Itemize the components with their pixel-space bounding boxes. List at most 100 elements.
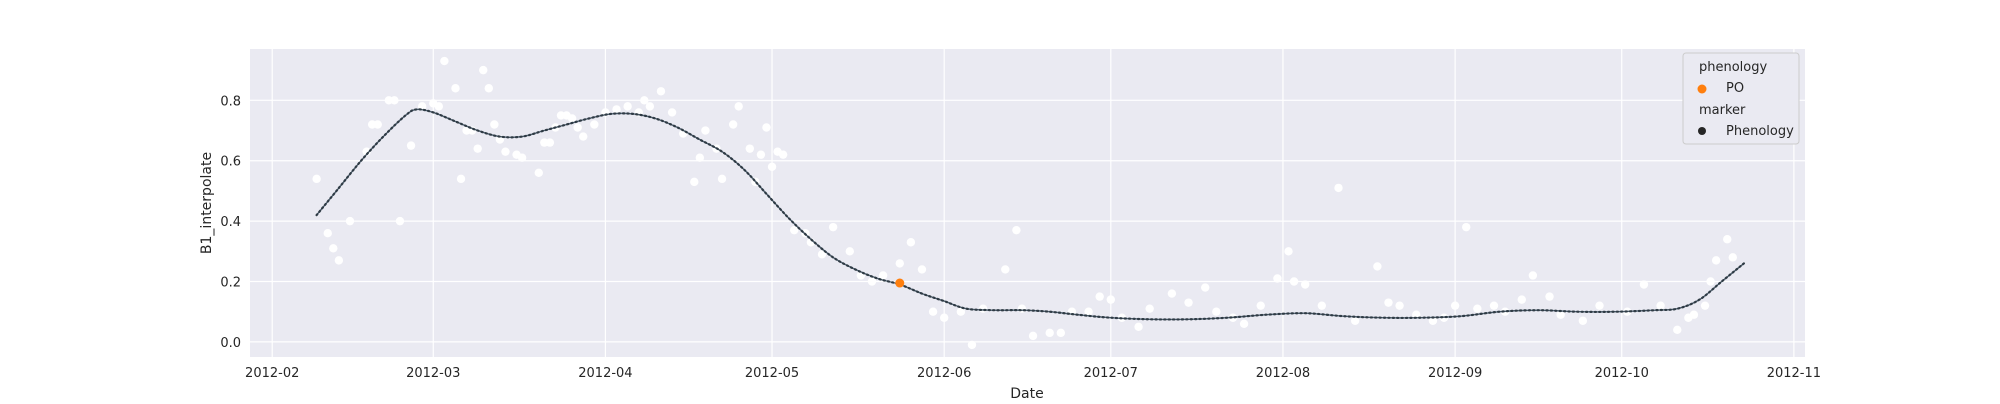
scatter-point [334,256,344,265]
scatter-point [456,174,466,184]
scatter-point [817,250,827,259]
scatter-point [1673,325,1682,335]
scatter-point [517,153,527,162]
scatter-point [1595,301,1604,310]
scatter-point [567,114,577,123]
scatter-point [978,304,988,313]
scatter-point [867,277,877,286]
scatter-point [473,144,482,153]
scatter-point [395,216,405,226]
x-tick-label: 2012-06 [917,366,971,381]
scatter-point [1723,235,1732,244]
x-tick-label: 2012-09 [1428,366,1482,381]
scatter-point [1384,298,1393,307]
scatter-point [1317,301,1327,310]
legend-label-phenology: Phenology [1726,124,1794,139]
scatter-point [645,102,655,111]
interpolated-curve [315,108,1745,321]
scatter-point [1284,247,1293,256]
scatter-point [623,102,632,111]
legend-title-marker: marker [1699,103,1746,118]
legend-title-phenology: phenology [1699,60,1767,75]
scatter-point [1273,274,1282,283]
scatter-point [906,238,916,247]
scatter-point [917,265,927,274]
scatter-point [1462,222,1471,232]
legend-box [1682,52,1800,145]
scatter-point [312,174,321,184]
scatter-point [362,147,371,156]
scatter-point [1012,225,1021,235]
x-tick-label: 2012-04 [578,366,632,381]
scatter-point [1028,331,1038,341]
scatter-point [790,225,799,235]
scatter-point [928,307,938,316]
scatter-point [939,313,949,322]
scatter-point [1095,292,1104,301]
legend: phenology PO marker Phenology [1682,52,1800,145]
scatter-point [745,144,755,153]
scatter-point [728,120,738,129]
scatter-point [1373,262,1382,271]
phenology-point-po [895,278,905,288]
x-axis-label: Date [1010,386,1043,400]
scatter-point [345,216,355,226]
scatter-point [1545,292,1554,301]
scatter-point [1084,307,1093,316]
scatter-point [656,87,666,96]
scatter-point [1167,289,1177,298]
y-axis-label: B1_interpolate [199,152,215,254]
scatter-point [640,96,649,105]
scatter-point [1134,322,1143,332]
scatter-point [1700,301,1710,310]
y-tick-label: 0.2 [220,276,241,291]
scatter-point [1256,301,1265,310]
scatter-point [573,123,582,132]
scatter-point [579,132,588,141]
scatter-point [1639,280,1649,289]
scatter-point [1106,295,1116,304]
scatter-point [1517,295,1526,304]
scatter-point [667,108,677,117]
scatter-point [1212,307,1221,316]
scatter-point [501,147,510,156]
scatter-point [1706,277,1715,286]
scatter-point [845,247,854,256]
scatter-point [1489,301,1499,310]
x-tick-label: 2012-03 [406,366,460,381]
legend-marker-po [1697,84,1707,94]
scatter-point [440,56,449,66]
curve-dots [315,108,1745,321]
scatter-point [1334,183,1343,193]
x-tick-label: 2012-05 [745,366,799,381]
scatter-point [717,174,727,184]
scatter-point [406,141,416,150]
scatter-point [734,102,743,111]
scatter-point [1450,301,1460,310]
scatter-point [762,123,771,132]
scatter-point [695,153,705,162]
scatter-point [1289,277,1299,286]
scatter-point [1528,271,1538,280]
scatter-point [590,120,599,129]
scatter-point [1656,301,1665,310]
scatter-point [1239,319,1249,328]
x-tick-label: 2012-07 [1084,366,1138,381]
x-tick-label: 2012-11 [1767,366,1821,381]
scatter-point [956,307,966,316]
scatter-point [373,120,382,129]
scatter-point [1689,310,1699,319]
scatter-point [451,84,460,93]
y-axis-ticks: 0.0 0.2 0.4 0.6 0.8 [220,94,241,351]
x-tick-label: 2012-10 [1595,366,1649,381]
scatter-point [490,120,499,129]
scatter-point [1556,310,1565,319]
scatter-point [323,228,332,238]
scatter-point [1711,256,1721,265]
scatter-point [1001,265,1010,274]
scatter-point [1473,304,1482,313]
scatter-point [1350,316,1360,325]
scatter-point [1184,298,1193,307]
scatter-point [1428,316,1438,325]
